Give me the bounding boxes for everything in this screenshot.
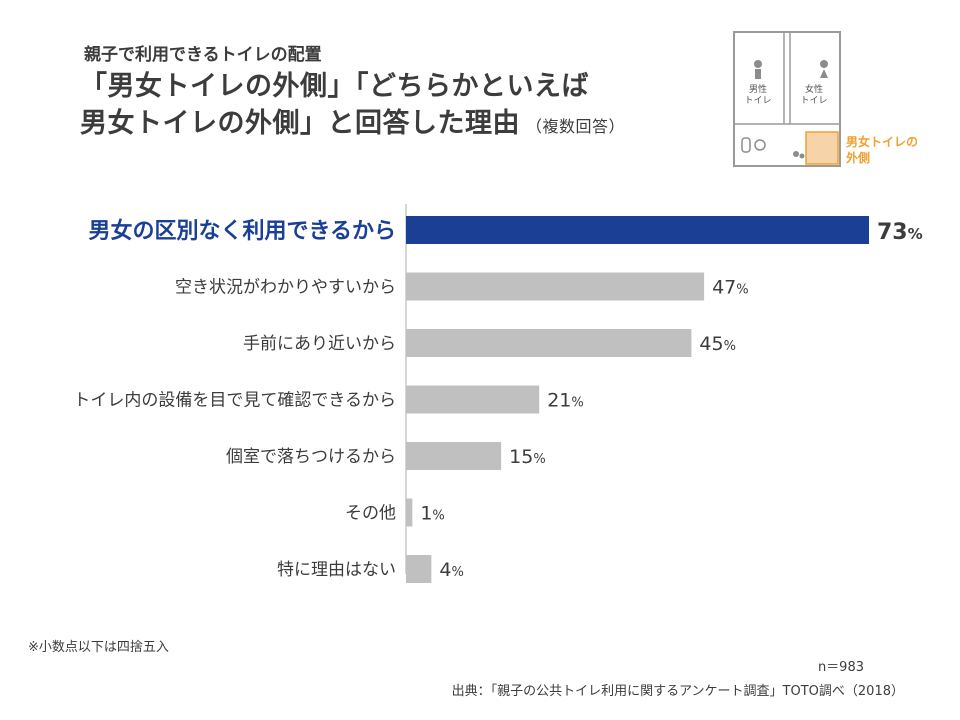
bar-4 <box>406 442 502 470</box>
toilet-bowl-icon <box>741 137 751 153</box>
child-icon <box>799 153 805 159</box>
value-label-6: 4% <box>439 559 463 581</box>
female-toilet-label: 女性 <box>805 83 823 95</box>
highlight-label-2: 外側 <box>846 150 870 165</box>
male-person-body-icon <box>755 69 761 79</box>
female-person-icon <box>820 60 828 68</box>
bar-0 <box>406 216 869 244</box>
title-line-2-text: 男女トイレの外側」と回答した理由 <box>80 108 520 139</box>
value-label-4: 15% <box>509 446 546 468</box>
male-toilet-label: 男性 <box>749 83 767 95</box>
bar-3 <box>406 385 540 414</box>
title-note: （複数回答） <box>526 117 626 136</box>
title-line-2: 男女トイレの外側」と回答した理由 （複数回答） <box>80 105 625 145</box>
category-label-4: 個室で落ちつけるから <box>226 447 396 467</box>
value-label-0: 73% <box>877 220 923 245</box>
highlight-room <box>805 131 839 165</box>
wheelchair-icon <box>754 139 766 151</box>
chart-subtitle: 親子で利用できるトイレの配置 <box>84 45 322 65</box>
bar-2 <box>406 329 692 357</box>
value-label-5: 1% <box>420 503 444 525</box>
floorplan-outline <box>733 31 841 167</box>
value-label-1: 47% <box>712 277 749 299</box>
bar-6 <box>406 555 432 583</box>
bar-5 <box>406 498 413 527</box>
female-toilet-label-2: トイレ <box>800 96 827 106</box>
sample-size: n＝983 <box>817 660 864 675</box>
category-label-3: トイレ内の設備を目で見て確認できるから <box>73 391 396 411</box>
category-label-0: 男女の区別なく利用できるから <box>88 218 396 244</box>
toilet-floorplan-diagram: 男性 トイレ 女性 トイレ 男女トイレの 外側 <box>733 31 918 167</box>
category-label-6: 特に理由はない <box>277 560 396 580</box>
title-line-1: 「男女トイレの外側」「どちらかといえば <box>80 71 589 102</box>
category-label-2: 手前にあり近いから <box>243 334 396 354</box>
category-label-5: その他 <box>345 504 396 524</box>
chart-title: 「男女トイレの外側」「どちらかといえば 男女トイレの外側」と回答した理由 （複数回… <box>80 68 625 145</box>
footnote: ※小数点以下は四捨五入 <box>28 640 169 655</box>
value-label-2: 45% <box>699 333 736 355</box>
source-note: 出典：「親子の公共トイレ利用に関するアンケート調査」TOTO調べ（2018） <box>451 684 904 699</box>
bar-chart: 男女の区別なく利用できるから 73% 空き状況がわかりやすいから 47% 手前にあり近い… <box>73 204 923 583</box>
parent-icon <box>793 151 799 157</box>
male-toilet-label-2: トイレ <box>744 96 771 106</box>
highlight-label: 男女トイレの <box>846 134 918 149</box>
bar-1 <box>406 272 705 301</box>
female-person-body-icon <box>820 69 828 78</box>
value-label-3: 21% <box>547 390 584 412</box>
male-person-icon <box>754 60 762 68</box>
category-label-1: 空き状況がわかりやすいから <box>175 278 396 298</box>
